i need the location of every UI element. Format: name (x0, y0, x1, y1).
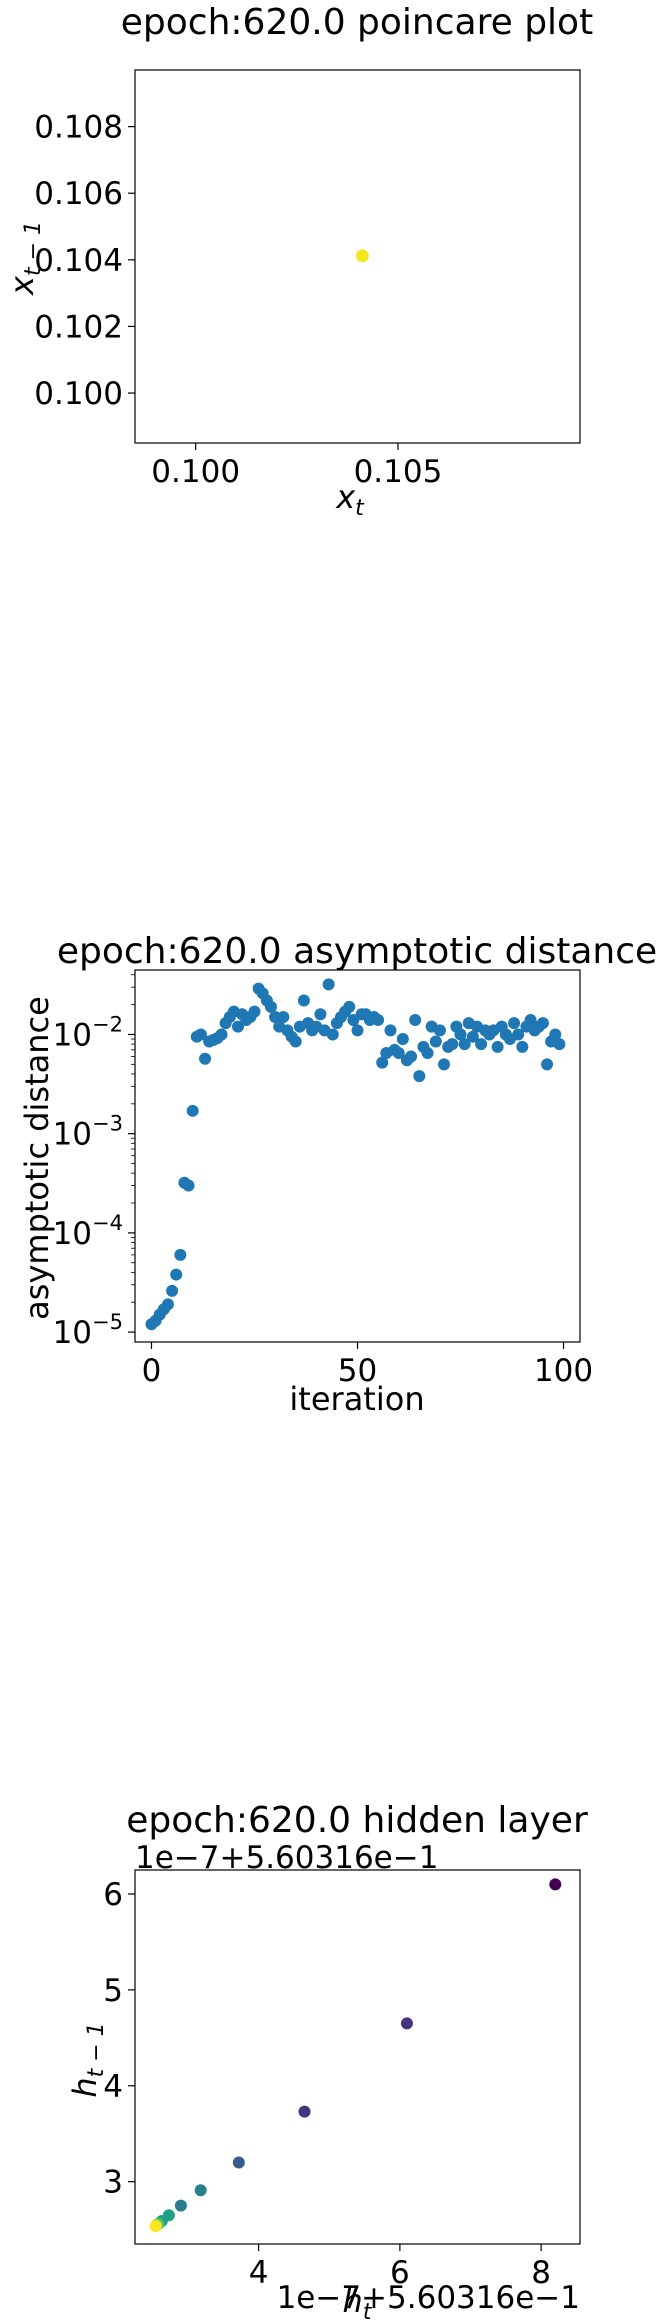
hidden-plot-frame (134, 1869, 581, 2245)
hidden-ytick-label: 3 (103, 2165, 123, 2201)
asymptotic-point (413, 1070, 426, 1083)
hidden-xlabel: ht (343, 2282, 373, 2323)
asymptotic-ytick-label: 10−5 (53, 1310, 123, 1351)
asymptotic-point (392, 1047, 405, 1060)
poincare-ylabel: xt − 1 (3, 221, 46, 296)
asymptotic-chart: epoch:620.0 asymptotic distance 0 50 100 10… (18, 931, 657, 1418)
hidden-point (400, 2017, 413, 2030)
asymptotic-point (549, 1028, 562, 1041)
asymptotic-point (466, 1030, 479, 1043)
hidden-xtick-label: 6 (390, 2255, 410, 2291)
hidden-point (298, 2105, 311, 2118)
asymptotic-point (541, 1058, 554, 1071)
asymptotic-ytick-label: 10−3 (53, 1112, 123, 1153)
poincare-xtick-label: 0.105 (354, 454, 443, 490)
poincare-title: epoch:620.0 poincare plot (121, 2, 593, 43)
poincare-ytick-label: 0.106 (34, 176, 123, 212)
poincare-plot-frame (134, 69, 581, 444)
asymptotic-point (454, 1028, 467, 1041)
asymptotic-point (512, 1028, 525, 1041)
poincare-ytick-label: 0.108 (34, 110, 123, 146)
asymptotic-point (314, 1008, 327, 1021)
asymptotic-point (161, 1298, 174, 1311)
asymptotic-point (508, 1017, 521, 1030)
asymptotic-ytick-label: 10−4 (53, 1211, 123, 1252)
asymptotic-point (289, 1035, 302, 1048)
poincare-ytick-label: 0.100 (34, 376, 123, 412)
poincare-xlabel: xt (335, 478, 365, 521)
asymptotic-point (199, 1052, 212, 1065)
asymptotic-title: epoch:620.0 asymptotic distance (57, 931, 657, 972)
hidden-title: epoch:620.0 hidden layer (126, 1800, 588, 1841)
poincare-ytick-label: 0.102 (34, 309, 123, 345)
asymptotic-point (194, 1028, 207, 1041)
asymptotic-xtick-label: 50 (338, 1353, 377, 1389)
asymptotic-point (186, 1104, 199, 1117)
hidden-ytick-label: 5 (103, 1973, 123, 2009)
hidden-point (174, 2199, 187, 2212)
hidden-x-offset-text: 1e−7+5.60316e−1 (277, 2280, 580, 2316)
asymptotic-point (182, 1179, 195, 1192)
asymptotic-point (322, 978, 335, 991)
asymptotic-plot-frame (134, 969, 581, 1343)
asymptotic-ylabel: asymptotic distance (18, 996, 56, 1320)
asymptotic-point (446, 1038, 459, 1051)
asymptotic-point (384, 1024, 397, 1037)
asymptotic-point (170, 1268, 183, 1281)
asymptotic-point (553, 1038, 566, 1051)
hidden-point (149, 2220, 162, 2233)
asymptotic-point (438, 1058, 451, 1071)
poincare-point (355, 249, 369, 263)
asymptotic-xtick-label: 100 (534, 1353, 593, 1389)
asymptotic-point (174, 1248, 187, 1261)
poincare-xtick-label: 0.100 (151, 454, 240, 490)
asymptotic-point (536, 1017, 549, 1030)
hidden-ytick-label: 6 (103, 1877, 123, 1913)
asymptotic-point (215, 1028, 228, 1041)
asymptotic-point (524, 1013, 537, 1026)
asymptotic-point (429, 1035, 442, 1048)
asymptotic-point (475, 1038, 488, 1051)
asymptotic-point (326, 1028, 339, 1041)
asymptotic-ytick-label: 10−2 (53, 1012, 123, 1053)
asymptotic-point (421, 1047, 434, 1060)
asymptotic-point (491, 1040, 504, 1053)
hidden-point (194, 2184, 207, 2197)
poincare-chart: epoch:620.0 poincare plot 0.100 0.105 0.10… (3, 2, 593, 521)
asymptotic-point (405, 1050, 418, 1063)
hidden-layer-chart: epoch:620.0 hidden layer 1e−7+5.60316e−1… (66, 1800, 588, 2323)
asymptotic-point (343, 1000, 356, 1013)
asymptotic-point (232, 1020, 245, 1033)
asymptotic-point (264, 1000, 277, 1013)
asymptotic-point (409, 1013, 422, 1026)
asymptotic-xtick-label: 0 (142, 1353, 162, 1389)
hidden-xtick-label: 4 (249, 2255, 269, 2291)
hidden-ylabel: ht − 1 (66, 2022, 109, 2097)
asymptotic-point (376, 1056, 389, 1069)
asymptotic-point (277, 1011, 290, 1024)
asymptotic-point (248, 1005, 261, 1018)
asymptotic-xlabel: iteration (289, 1380, 424, 1418)
asymptotic-point (516, 1040, 529, 1053)
hidden-ytick-label: 4 (103, 2069, 123, 2105)
asymptotic-point (269, 1011, 282, 1024)
asymptotic-point (458, 1038, 471, 1051)
asymptotic-point (396, 1033, 409, 1046)
hidden-xtick-label: 8 (531, 2255, 551, 2291)
asymptotic-point (433, 1024, 446, 1037)
asymptotic-point (351, 1024, 364, 1037)
hidden-point (232, 2156, 245, 2169)
asymptotic-point (297, 994, 310, 1007)
hidden-point (549, 1878, 562, 1891)
asymptotic-point (166, 1284, 179, 1297)
asymptotic-point (372, 1013, 385, 1026)
poincare-ytick-label: 0.104 (34, 243, 123, 279)
